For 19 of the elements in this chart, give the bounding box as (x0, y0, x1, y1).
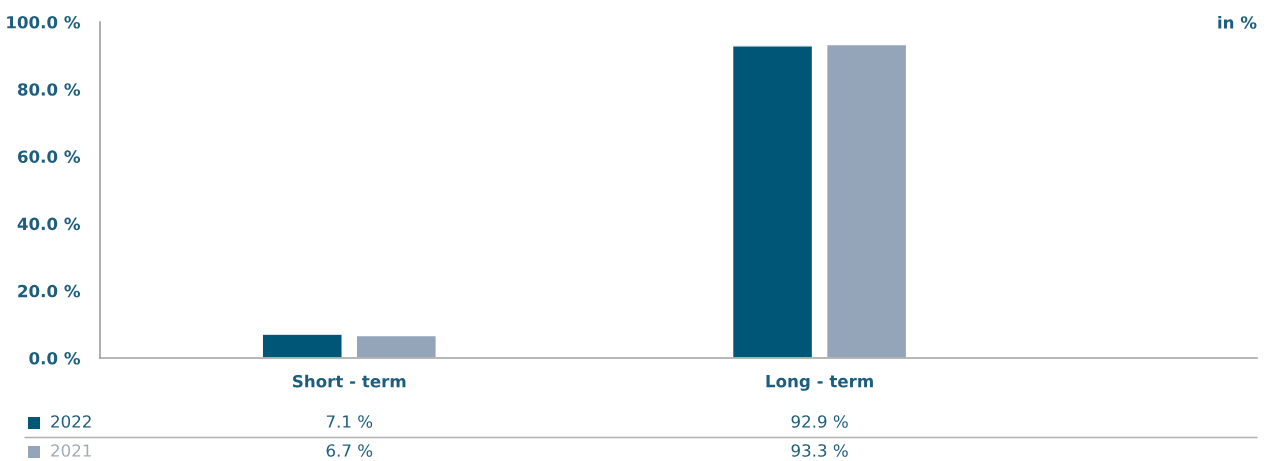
y-tick-label: 0.0 % (29, 351, 81, 365)
y-tick-label: 20.0 % (18, 284, 81, 298)
legend-label: 2021 (51, 444, 91, 457)
x-tick-label: Short - term (293, 374, 406, 388)
annotation: in % (1218, 15, 1257, 29)
bar (355, 334, 437, 358)
data-label: 93.3 % (791, 444, 848, 457)
y-tick-label: 60.0 % (17, 150, 81, 163)
y-tick-label: 40.0 % (17, 217, 81, 231)
legend-label: 2022 (51, 415, 91, 428)
data-label: 92.9 % (791, 415, 848, 428)
y-tick-label: 80.0 % (17, 83, 81, 96)
bar (261, 333, 343, 358)
data-label: 6.7 % (326, 444, 373, 457)
bar (731, 45, 814, 358)
y-tick-label: 100.0 % (7, 15, 81, 29)
x-tick-label: Long - term (766, 375, 873, 391)
data-label: 7.1 % (326, 415, 373, 428)
bar (825, 43, 908, 358)
